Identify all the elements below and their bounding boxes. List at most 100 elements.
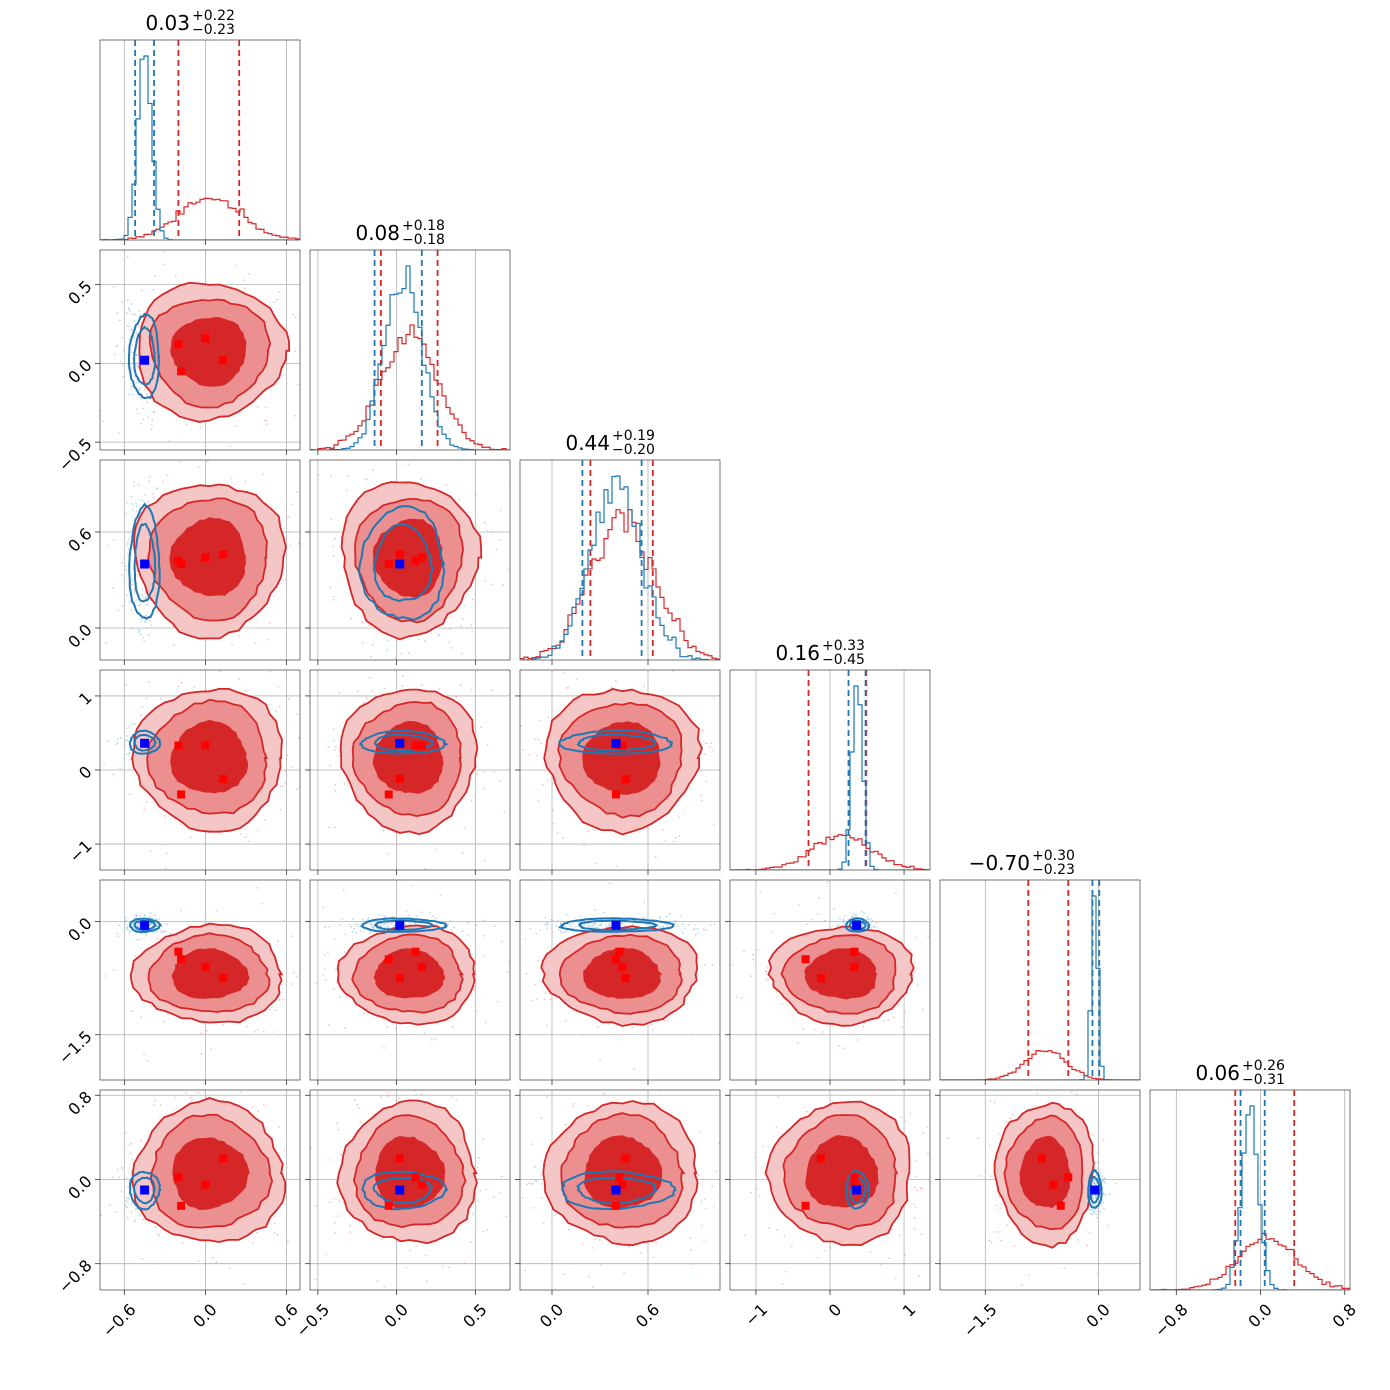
scatter-dot [765, 979, 767, 982]
scatter-dot [483, 859, 486, 862]
scatter-dot [494, 925, 497, 928]
scatter-dot [185, 423, 188, 426]
scatter-dot [303, 1131, 305, 1133]
scatter-dot [461, 852, 464, 854]
scatter-dot [565, 1124, 567, 1126]
scatter-dot [362, 701, 365, 704]
scatter-dot [126, 594, 128, 597]
scatter-dot [595, 926, 597, 929]
scatter-dot [463, 604, 466, 607]
red-marker-2 [395, 1154, 404, 1163]
scatter-dot [628, 1246, 631, 1248]
red-contour-inner-3-4 [804, 948, 878, 1000]
scatter-dot [521, 990, 523, 992]
scatter-dot [589, 1053, 591, 1055]
scatter-dot [324, 978, 327, 981]
scatter-dot [294, 316, 297, 318]
scatter-dot [567, 1228, 570, 1231]
scatter-dot [141, 593, 143, 596]
scatter-dot [157, 1233, 160, 1235]
scatter-dot [701, 1224, 703, 1227]
scatter-dot [89, 412, 91, 414]
scatter-dot [352, 874, 354, 876]
scatter-dot [388, 1082, 390, 1084]
scatter-dot [168, 439, 171, 442]
scatter-dot [643, 917, 645, 920]
scatter-dot [501, 940, 504, 943]
scatter-dot [103, 764, 105, 766]
scatter-dot [160, 697, 162, 700]
scatter-dot [146, 401, 149, 404]
scatter-dot [229, 445, 232, 448]
blue-contour-outer-0-1 [127, 312, 161, 400]
scatter-dot [486, 530, 489, 533]
scatter-dot [116, 311, 119, 314]
scatter-dot [261, 1068, 263, 1070]
scatter-dot [351, 918, 354, 921]
scatter-dot [131, 328, 134, 331]
scatter-dot [273, 1232, 276, 1235]
scatter-dot [735, 923, 737, 925]
red-marker-3 [384, 790, 393, 799]
scatter-dot [125, 512, 128, 515]
scatter-dot [339, 923, 342, 926]
scatter-dot [127, 538, 130, 541]
scatter-dot [281, 702, 283, 704]
red-marker-3 [384, 1201, 393, 1210]
scatter-dot [802, 1028, 805, 1031]
scatter-dot [476, 755, 479, 757]
scatter-dot [679, 915, 682, 918]
scatter-dot [821, 1031, 824, 1033]
scatter-dot [136, 364, 139, 367]
scatter-dot [438, 634, 440, 637]
scatter-dot [914, 936, 917, 939]
scatter-dot [363, 1012, 365, 1015]
scatter-dot [294, 1001, 296, 1003]
scatter-dot [415, 1245, 418, 1248]
scatter-dot [532, 1206, 535, 1209]
scatter-dot [292, 971, 295, 974]
scatter-dot [826, 881, 829, 883]
scatter-dot [149, 850, 152, 853]
scatter-dot [612, 1045, 614, 1047]
scatter-dot [332, 545, 335, 548]
scatter-dot [124, 916, 127, 918]
scatter-dot [742, 950, 745, 953]
scatter-dot [687, 923, 690, 926]
scatter-dot [323, 967, 326, 970]
scatter-dot [615, 680, 617, 682]
scatter-dot [462, 672, 464, 674]
blue-marker [395, 1185, 405, 1195]
scatter-dot [556, 919, 559, 922]
scatter-dot [537, 738, 540, 741]
scatter-dot [843, 914, 846, 917]
scatter-dot [423, 1032, 426, 1035]
blue-marker [611, 920, 621, 930]
scatter-dot [547, 716, 549, 719]
scatter-dot [327, 925, 330, 928]
scatter-dot [429, 1071, 431, 1073]
scatter-dot [137, 629, 140, 631]
scatter-dot [721, 1145, 723, 1147]
scatter-dot [672, 840, 675, 843]
scatter-dot [133, 1220, 136, 1223]
scatter-dot [527, 753, 530, 756]
scatter-dot [582, 1034, 584, 1037]
red-contour-inner-0-5 [172, 1137, 250, 1211]
scatter-dot [451, 1025, 454, 1028]
scatter-dot [681, 923, 684, 926]
blue-contour-inner-0-1 [133, 325, 156, 386]
scatter-panel-1-3 [281, 669, 511, 876]
scatter-dot [177, 685, 179, 688]
scatter-dot [289, 544, 292, 547]
scatter-dot [493, 770, 496, 773]
scatter-dot [152, 288, 155, 291]
scatter-dot [121, 336, 124, 339]
scatter-dot [662, 926, 665, 928]
scatter-dot [718, 1142, 720, 1145]
scatter-dot [222, 1024, 225, 1026]
blue-contour-outer-0-2 [128, 502, 161, 621]
panel-content-2-3 [520, 670, 716, 868]
scatter-dot [338, 1200, 341, 1203]
scatter-dot [231, 643, 233, 646]
